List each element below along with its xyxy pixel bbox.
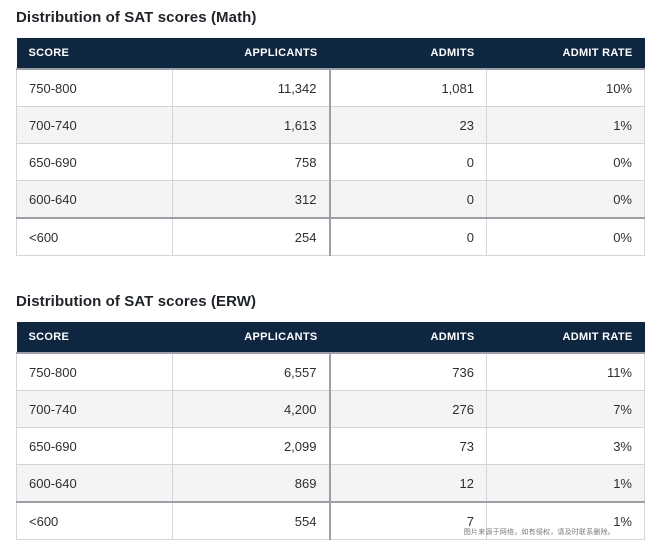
table-row: 650-690 758 0 0% bbox=[16, 143, 645, 181]
admit-rate-cell: 11% bbox=[486, 352, 645, 391]
math-scores-table: SCORE APPLICANTS ADMITS ADMIT RATE 750-8… bbox=[16, 38, 645, 256]
source-watermark: 图片来源于网络，如有侵权，请及时联系删除。 bbox=[463, 528, 615, 536]
column-header-admits: ADMITS bbox=[329, 38, 487, 69]
column-header-admits: ADMITS bbox=[329, 322, 487, 353]
admits-cell: 736 bbox=[329, 352, 487, 391]
column-header-applicants: APPLICANTS bbox=[172, 322, 330, 353]
applicants-cell: 554 bbox=[172, 501, 331, 540]
admits-cell: 276 bbox=[329, 390, 487, 428]
applicants-cell: 758 bbox=[172, 143, 331, 181]
applicants-cell: 2,099 bbox=[172, 427, 331, 465]
admits-cell: 0 bbox=[329, 143, 487, 181]
table-row: <600 554 7 1% bbox=[16, 501, 645, 540]
admit-rate-cell: 7% bbox=[486, 390, 645, 428]
erw-scores-section: Distribution of SAT scores (ERW) SCORE A… bbox=[16, 290, 645, 540]
score-cell: 700-740 bbox=[16, 106, 173, 144]
score-cell: 700-740 bbox=[16, 390, 173, 428]
admit-rate-cell: 0% bbox=[486, 180, 645, 219]
score-cell: 650-690 bbox=[16, 427, 173, 465]
math-table-title: Distribution of SAT scores (Math) bbox=[16, 9, 257, 26]
table-header-row: SCORE APPLICANTS ADMITS ADMIT RATE bbox=[16, 38, 645, 69]
admit-rate-cell: 3% bbox=[486, 427, 645, 465]
applicants-cell: 254 bbox=[172, 217, 331, 256]
score-cell: 750-800 bbox=[16, 352, 173, 391]
applicants-cell: 869 bbox=[172, 464, 331, 503]
admit-rate-cell: 0% bbox=[486, 217, 645, 256]
score-cell: <600 bbox=[16, 501, 173, 540]
score-cell: 650-690 bbox=[16, 143, 173, 181]
applicants-cell: 4,200 bbox=[172, 390, 331, 428]
table-row: <600 254 0 0% bbox=[16, 217, 645, 256]
applicants-cell: 6,557 bbox=[172, 352, 331, 391]
applicants-cell: 11,342 bbox=[172, 68, 331, 107]
admit-rate-cell: 10% bbox=[486, 68, 645, 107]
table-row: 700-740 1,613 23 1% bbox=[16, 106, 645, 144]
table-row: 600-640 869 12 1% bbox=[16, 464, 645, 503]
column-header-score: SCORE bbox=[16, 322, 173, 353]
score-cell: 600-640 bbox=[16, 464, 173, 503]
table-row: 750-800 6,557 736 11% bbox=[16, 352, 645, 391]
column-header-admit-rate: ADMIT RATE bbox=[486, 38, 645, 69]
applicants-cell: 1,613 bbox=[172, 106, 331, 144]
admit-rate-cell: 1% bbox=[486, 501, 645, 540]
table-row: 700-740 4,200 276 7% bbox=[16, 390, 645, 428]
erw-table-title: Distribution of SAT scores (ERW) bbox=[16, 293, 257, 310]
score-cell: <600 bbox=[16, 217, 173, 256]
math-scores-section: Distribution of SAT scores (Math) SCORE … bbox=[16, 6, 645, 256]
column-header-score: SCORE bbox=[16, 38, 173, 69]
admits-cell: 73 bbox=[329, 427, 487, 465]
erw-scores-table: SCORE APPLICANTS ADMITS ADMIT RATE 750-8… bbox=[16, 322, 645, 540]
admits-cell: 0 bbox=[329, 217, 487, 256]
admit-rate-cell: 1% bbox=[486, 464, 645, 503]
table-row: 600-640 312 0 0% bbox=[16, 180, 645, 219]
applicants-cell: 312 bbox=[172, 180, 331, 219]
score-cell: 750-800 bbox=[16, 68, 173, 107]
admits-cell: 1,081 bbox=[329, 68, 487, 107]
admit-rate-cell: 0% bbox=[486, 143, 645, 181]
admit-rate-cell: 1% bbox=[486, 106, 645, 144]
table-row: 750-800 11,342 1,081 10% bbox=[16, 68, 645, 107]
column-header-admit-rate: ADMIT RATE bbox=[486, 322, 645, 353]
score-cell: 600-640 bbox=[16, 180, 173, 219]
table-header-row: SCORE APPLICANTS ADMITS ADMIT RATE bbox=[16, 322, 645, 353]
table-row: 650-690 2,099 73 3% bbox=[16, 427, 645, 465]
admits-cell: 12 bbox=[329, 464, 487, 503]
column-header-applicants: APPLICANTS bbox=[172, 38, 330, 69]
admits-cell: 7 bbox=[329, 501, 487, 540]
admits-cell: 0 bbox=[329, 180, 487, 219]
admits-cell: 23 bbox=[329, 106, 487, 144]
